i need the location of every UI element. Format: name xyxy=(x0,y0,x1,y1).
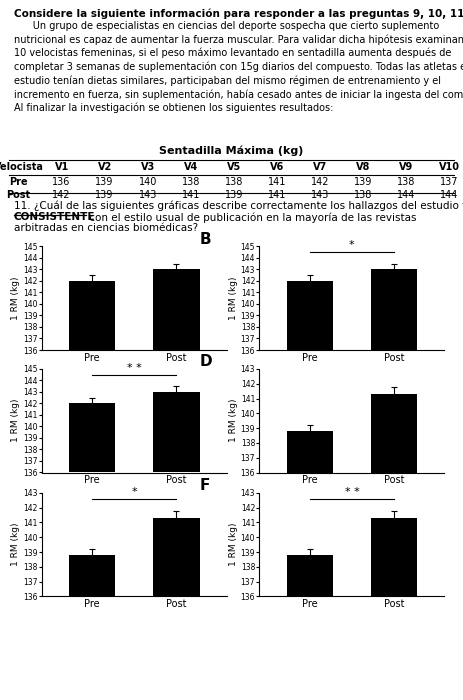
Bar xyxy=(153,270,200,350)
Text: 144: 144 xyxy=(397,190,415,200)
Y-axis label: 1 RM (kg): 1 RM (kg) xyxy=(229,399,238,442)
Text: * *: * * xyxy=(127,363,142,373)
Text: 138: 138 xyxy=(181,177,200,187)
Text: 139: 139 xyxy=(95,190,114,200)
Text: V8: V8 xyxy=(356,162,370,172)
Y-axis label: 1 RM (kg): 1 RM (kg) xyxy=(229,523,238,566)
Y-axis label: 1 RM (kg): 1 RM (kg) xyxy=(11,399,20,442)
Text: D: D xyxy=(200,354,213,370)
Bar xyxy=(153,518,200,596)
Bar xyxy=(287,555,333,596)
Y-axis label: 1 RM (kg): 1 RM (kg) xyxy=(229,276,238,320)
Text: 139: 139 xyxy=(354,177,372,187)
Text: 138: 138 xyxy=(354,190,372,200)
Text: Post: Post xyxy=(6,190,31,200)
Text: 141: 141 xyxy=(181,190,200,200)
Text: Velocista: Velocista xyxy=(0,162,44,172)
Bar xyxy=(69,403,115,473)
Bar xyxy=(287,281,333,350)
Text: 141: 141 xyxy=(268,177,286,187)
Bar xyxy=(371,518,417,596)
Text: V7: V7 xyxy=(313,162,327,172)
Text: F: F xyxy=(200,478,210,493)
Text: con el estilo usual de publicación en la mayoría de las revistas: con el estilo usual de publicación en la… xyxy=(86,212,417,223)
Bar xyxy=(371,394,417,472)
Text: Considere la siguiente información para responder a las preguntas 9, 10, 11, 12:: Considere la siguiente información para … xyxy=(14,8,463,19)
Y-axis label: 1 RM (kg): 1 RM (kg) xyxy=(11,523,20,566)
Text: V5: V5 xyxy=(227,162,241,172)
Text: 139: 139 xyxy=(225,190,243,200)
Bar xyxy=(153,392,200,473)
Text: arbitradas en ciencias biomédicas?: arbitradas en ciencias biomédicas? xyxy=(14,223,198,233)
Text: * *: * * xyxy=(344,487,359,497)
Text: 143: 143 xyxy=(311,190,329,200)
Text: 141: 141 xyxy=(268,190,286,200)
Bar xyxy=(287,431,333,472)
Text: 138: 138 xyxy=(397,177,415,187)
Text: V1: V1 xyxy=(55,162,69,172)
Text: 136: 136 xyxy=(52,177,71,187)
Text: *: * xyxy=(131,487,137,497)
Y-axis label: 1 RM (kg): 1 RM (kg) xyxy=(11,276,20,320)
Bar xyxy=(69,555,115,596)
Text: V2: V2 xyxy=(98,162,112,172)
Text: V3: V3 xyxy=(141,162,155,172)
Text: CONSISTENTE: CONSISTENTE xyxy=(14,212,95,222)
Text: V4: V4 xyxy=(184,162,198,172)
Text: B: B xyxy=(200,232,212,247)
Text: Sentadilla Máxima (kg): Sentadilla Máxima (kg) xyxy=(159,146,304,156)
Text: V6: V6 xyxy=(270,162,284,172)
Text: Pre: Pre xyxy=(9,177,28,187)
Bar xyxy=(371,270,417,350)
Text: 139: 139 xyxy=(95,177,114,187)
Bar xyxy=(69,281,115,350)
Text: 142: 142 xyxy=(311,177,329,187)
Text: 143: 143 xyxy=(138,190,157,200)
Text: 140: 140 xyxy=(138,177,157,187)
Text: 11. ¿Cuál de las siguientes gráficas describe correctamente los hallazgos del es: 11. ¿Cuál de las siguientes gráficas des… xyxy=(14,201,463,211)
Text: Un grupo de especialistas en ciencias del deporte sospecha que cierto suplemento: Un grupo de especialistas en ciencias de… xyxy=(14,21,463,113)
Text: 142: 142 xyxy=(52,190,71,200)
Text: V10: V10 xyxy=(438,162,460,172)
Text: *: * xyxy=(349,240,355,251)
Text: 144: 144 xyxy=(440,190,458,200)
Text: 137: 137 xyxy=(440,177,458,187)
Text: V9: V9 xyxy=(399,162,413,172)
Text: 138: 138 xyxy=(225,177,243,187)
